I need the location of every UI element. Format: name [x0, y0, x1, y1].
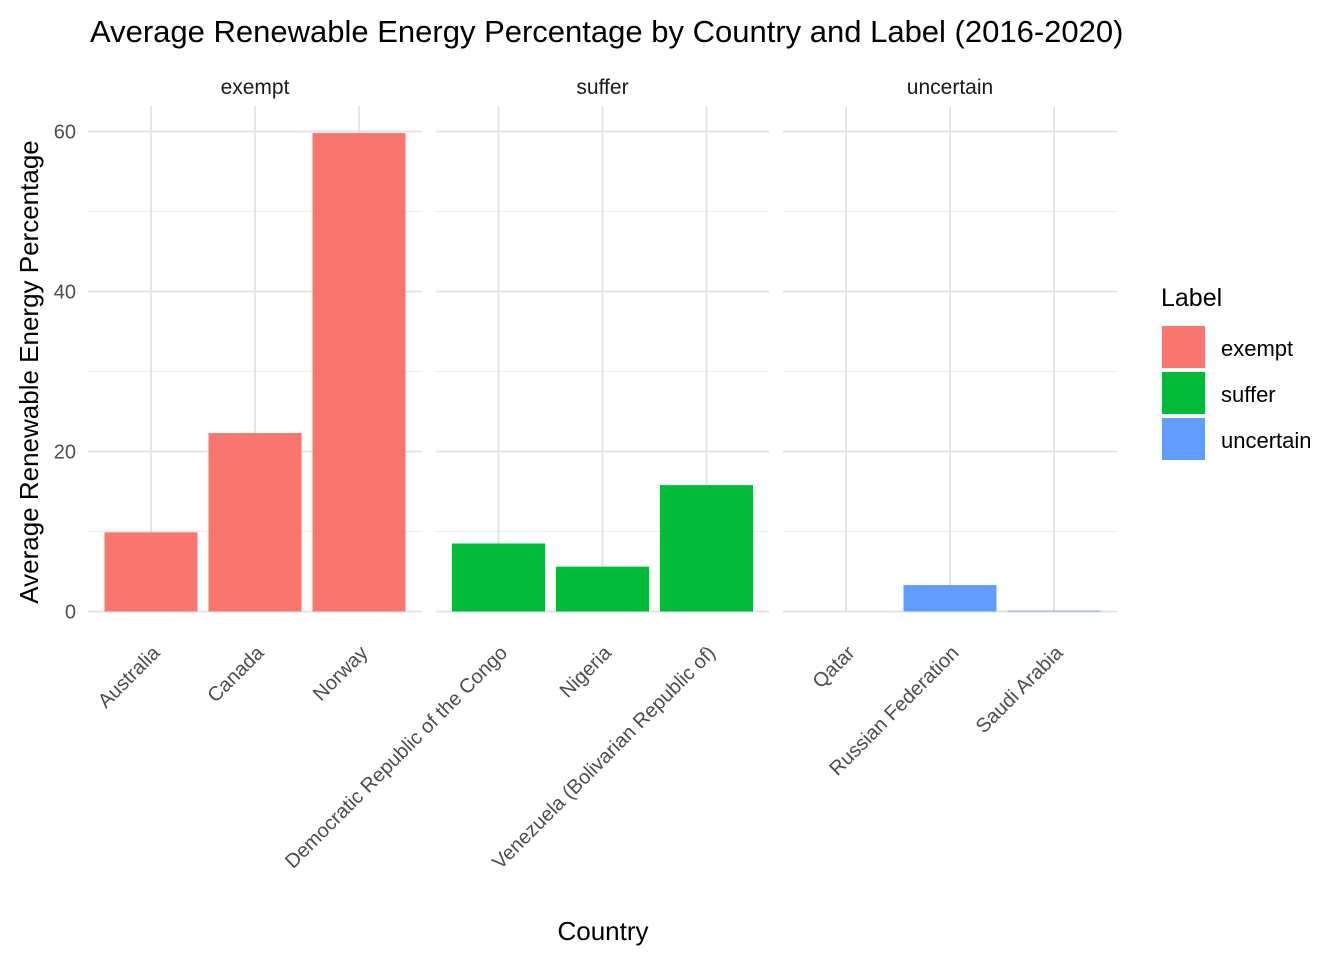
- facet-strip-label: exempt: [221, 76, 290, 99]
- bar: [105, 532, 198, 611]
- facet-panels: exempt Australia Canada Norway suffer Democra…: [88, 76, 1117, 874]
- bar: [209, 433, 302, 611]
- x-tick-label: Qatar: [809, 642, 860, 693]
- bar: [313, 133, 406, 611]
- x-tick-label: Norway: [309, 642, 372, 705]
- bar: [452, 544, 545, 612]
- x-tick-label: Nigeria: [556, 641, 617, 702]
- y-tick-label: 60: [54, 122, 76, 144]
- legend-label-suffer: suffer: [1221, 382, 1276, 407]
- legend-swatch-suffer: [1162, 372, 1205, 414]
- facet-strip-label: uncertain: [907, 76, 993, 99]
- y-tick-label: 40: [54, 282, 76, 304]
- x-tick-label: Democratic Republic of the Congo: [281, 642, 512, 873]
- legend-title: Label: [1161, 284, 1222, 312]
- x-axis-label: Country: [557, 916, 648, 946]
- bar: [660, 485, 753, 611]
- y-tick-label: 20: [54, 442, 76, 464]
- facet-panel-exempt: exempt Australia Canada Norway: [88, 76, 422, 713]
- x-tick-label: Saudi Arabia: [972, 641, 1068, 737]
- legend: Label exempt suffer uncertain: [1161, 284, 1312, 460]
- x-tick-label: Canada: [203, 641, 269, 707]
- legend-swatch-uncertain: [1162, 418, 1205, 460]
- x-tick-label: Australia: [94, 641, 165, 712]
- y-tick-label: 0: [65, 602, 76, 624]
- y-axis: 0 20 40 60: [54, 122, 76, 624]
- legend-label-uncertain: uncertain: [1221, 428, 1312, 453]
- facet-strip-label: suffer: [576, 76, 628, 99]
- y-axis-label: Average Renewable Energy Percentage: [14, 140, 44, 604]
- bar: [556, 567, 649, 612]
- bar: [1008, 611, 1101, 612]
- legend-swatch-exempt: [1162, 326, 1205, 368]
- bar: [904, 585, 997, 611]
- x-tick-label: Venezuela (Bolivarian Republic of): [488, 642, 720, 874]
- legend-label-exempt: exempt: [1221, 336, 1293, 361]
- chart-title: Average Renewable Energy Percentage by C…: [90, 14, 1123, 49]
